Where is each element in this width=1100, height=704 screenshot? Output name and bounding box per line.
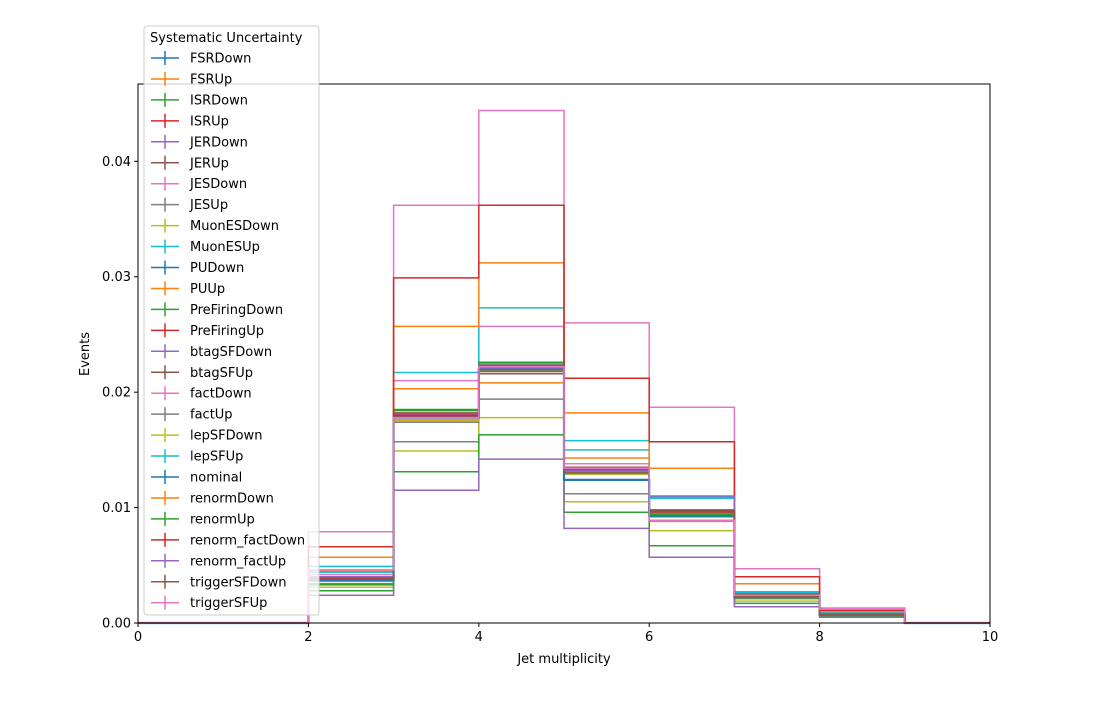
y-tick-label: 0.02 xyxy=(102,386,131,401)
legend-label: btagSFUp xyxy=(190,366,253,381)
legend-label: triggerSFDown xyxy=(190,575,286,590)
legend-entry: nominal xyxy=(151,470,242,486)
y-tick-label: 0.03 xyxy=(102,270,131,285)
y-tick-label: 0.00 xyxy=(102,617,131,632)
legend-entry: ISRDown xyxy=(151,92,248,108)
legend-entry: btagSFUp xyxy=(151,365,253,381)
axes-frame xyxy=(137,83,991,624)
legend-label: PUDown xyxy=(190,261,244,276)
legend-entry: factDown xyxy=(151,386,252,402)
x-tick-label: 10 xyxy=(982,630,999,645)
legend-entry: PreFiringUp xyxy=(151,323,264,339)
legend-entry: JESUp xyxy=(151,197,228,213)
legend-label: FSRUp xyxy=(190,72,232,87)
legend-entry: PreFiringDown xyxy=(151,302,283,318)
legend-entry: renormUp xyxy=(151,511,255,527)
legend-label: MuonESUp xyxy=(190,240,260,255)
legend-entry: triggerSFUp xyxy=(151,595,267,611)
legend-entry: MuonESDown xyxy=(151,218,279,234)
legend-entry: lepSFDown xyxy=(151,428,262,444)
legend-label: ISRUp xyxy=(190,114,229,129)
legend-label: lepSFDown xyxy=(190,429,262,444)
legend-label: FSRDown xyxy=(190,52,251,67)
legend-entry: FSRDown xyxy=(151,51,251,67)
x-tick-label: 8 xyxy=(815,630,823,645)
legend-entry: renorm_factUp xyxy=(151,553,286,569)
legend-label: ISRDown xyxy=(190,93,248,108)
legend-label: JESDown xyxy=(189,177,247,192)
legend-entry: PUDown xyxy=(151,260,244,276)
legend-label: triggerSFUp xyxy=(190,596,267,611)
y-axis-label: Events xyxy=(78,332,93,376)
legend-label: factDown xyxy=(190,387,252,402)
x-tick-label: 4 xyxy=(475,630,483,645)
legend-entry: btagSFDown xyxy=(151,344,272,360)
legend-label: JESUp xyxy=(189,198,228,213)
legend-entries: FSRDown FSRUp ISRDown ISRUp JERDown JERUp JESD… xyxy=(151,51,305,611)
legend-entry: JERUp xyxy=(151,155,229,171)
x-axis-label: Jet multiplicity xyxy=(516,652,611,667)
legend-label: PreFiringDown xyxy=(190,303,283,318)
legend-label: PreFiringUp xyxy=(190,324,264,339)
legend-entry: triggerSFDown xyxy=(151,574,286,590)
ticks-layer: 0 2 4 6 8 10 0.00 0.01 0.02 0.03 0.04 xyxy=(102,155,998,645)
y-tick-label: 0.04 xyxy=(102,155,131,170)
legend-frame xyxy=(143,25,320,616)
legend-entry: MuonESUp xyxy=(151,239,260,255)
legend-label: PUUp xyxy=(190,282,225,297)
legend-label: JERUp xyxy=(189,156,229,171)
legend-label: nominal xyxy=(190,471,242,486)
legend-entry: factUp xyxy=(151,407,233,423)
legend-label: renormDown xyxy=(190,491,274,506)
legend-entry: renorm_factDown xyxy=(151,532,305,548)
x-tick-label: 0 xyxy=(134,630,142,645)
x-tick-label: 2 xyxy=(304,630,312,645)
legend-entry: renormDown xyxy=(151,490,274,506)
legend-label: renormUp xyxy=(190,512,255,527)
legend-entry: PUUp xyxy=(151,281,225,297)
legend-label: renorm_factUp xyxy=(190,554,286,569)
legend-title: Systematic Uncertainty xyxy=(150,31,303,46)
y-tick-label: 0.01 xyxy=(102,501,131,516)
legend-entry: JERDown xyxy=(151,134,248,150)
legend-entry: JESDown xyxy=(151,176,247,192)
legend-label: MuonESDown xyxy=(190,219,279,234)
legend-label: factUp xyxy=(190,408,233,423)
legend: Systematic Uncertainty FSRDown FSRUp ISRDo… xyxy=(143,25,320,616)
legend-label: JERDown xyxy=(189,135,248,150)
x-tick-label: 6 xyxy=(645,630,653,645)
legend-label: renorm_factDown xyxy=(190,533,305,548)
legend-label: btagSFDown xyxy=(190,345,272,360)
legend-entry: ISRUp xyxy=(151,113,229,129)
legend-label: lepSFUp xyxy=(190,450,243,465)
legend-entry: FSRUp xyxy=(151,71,232,87)
legend-entry: lepSFUp xyxy=(151,449,243,465)
